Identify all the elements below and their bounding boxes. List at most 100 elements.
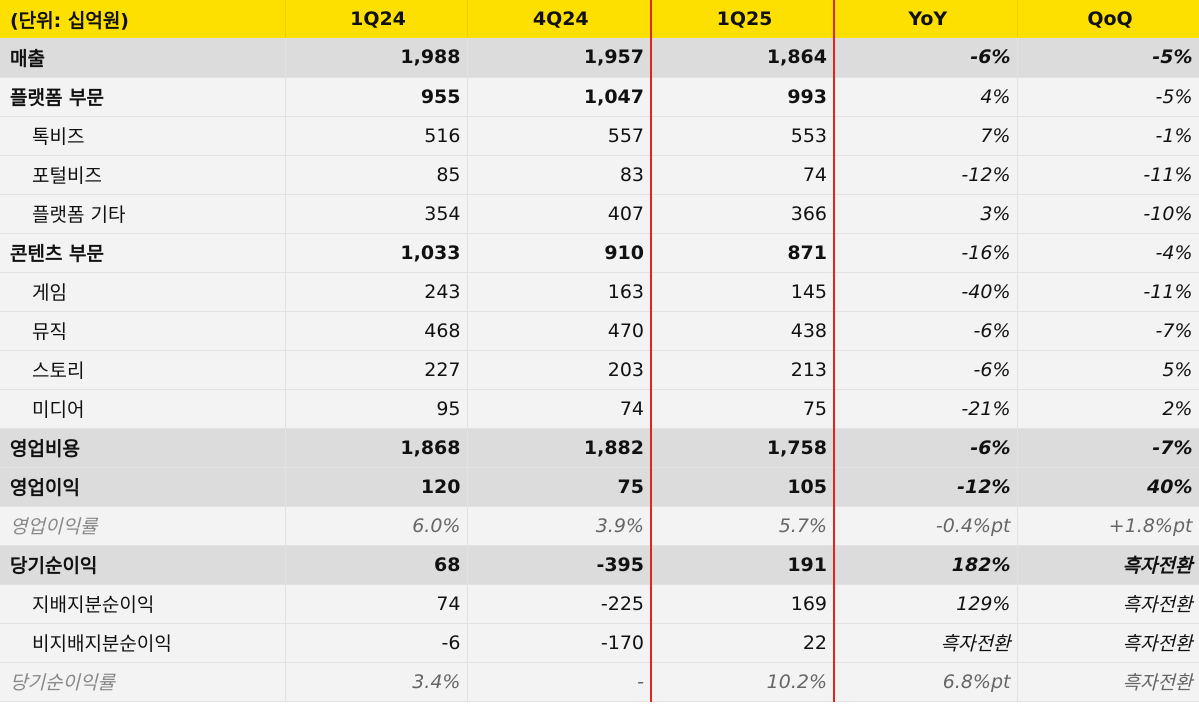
cell-yoy: 182% bbox=[833, 545, 1018, 585]
cell-1q25: 145 bbox=[650, 272, 835, 312]
cell-4q24: 557 bbox=[467, 116, 652, 156]
row-label: 스토리 bbox=[0, 350, 286, 390]
row-label: 영업비용 bbox=[0, 428, 286, 468]
table-row-controlling-net-income: 지배지분순이익 74 -225 169 129% 흑자전환 bbox=[0, 584, 1199, 624]
table-row-portalbiz: 포털비즈 85 83 74 -12% -11% bbox=[0, 155, 1199, 195]
col-header-yoy: YoY bbox=[833, 0, 1018, 38]
cell-qoq: -5% bbox=[1017, 38, 1199, 78]
cell-qoq: +1.8%pt bbox=[1017, 506, 1199, 546]
cell-1q24: 1,868 bbox=[285, 428, 468, 468]
cell-yoy: -21% bbox=[833, 389, 1018, 429]
cell-qoq: 흑자전환 bbox=[1017, 623, 1199, 663]
table-row-operating-profit: 영업이익 120 75 105 -12% 40% bbox=[0, 467, 1199, 507]
cell-1q25: 191 bbox=[650, 545, 835, 585]
cell-1q24: 3.4% bbox=[285, 662, 468, 702]
cell-4q24: 203 bbox=[467, 350, 652, 390]
cell-qoq: 흑자전환 bbox=[1017, 662, 1199, 702]
cell-1q25: 1,758 bbox=[650, 428, 835, 468]
cell-4q24: -225 bbox=[467, 584, 652, 624]
cell-1q24: -6 bbox=[285, 623, 468, 663]
row-label: 뮤직 bbox=[0, 311, 286, 351]
table-row-operating-margin: 영업이익률 6.0% 3.9% 5.7% -0.4%pt +1.8%pt bbox=[0, 506, 1199, 546]
cell-4q24: 407 bbox=[467, 194, 652, 234]
unit-label: (단위: 십억원) bbox=[0, 0, 286, 38]
cell-qoq: 흑자전환 bbox=[1017, 545, 1199, 585]
col-header-1q25: 1Q25 bbox=[650, 0, 835, 38]
row-label: 톡비즈 bbox=[0, 116, 286, 156]
cell-qoq: 2% bbox=[1017, 389, 1199, 429]
cell-yoy: -6% bbox=[833, 38, 1018, 78]
row-label: 플랫폼 부문 bbox=[0, 77, 286, 117]
cell-qoq: 5% bbox=[1017, 350, 1199, 390]
cell-1q25: 553 bbox=[650, 116, 835, 156]
header-row: (단위: 십억원) 1Q24 4Q24 1Q25 YoY QoQ bbox=[0, 0, 1199, 38]
cell-4q24: 74 bbox=[467, 389, 652, 429]
cell-4q24: 163 bbox=[467, 272, 652, 312]
row-label: 비지배지분순이익 bbox=[0, 623, 286, 663]
cell-1q25: 22 bbox=[650, 623, 835, 663]
cell-qoq: -11% bbox=[1017, 272, 1199, 312]
table-row-opex: 영업비용 1,868 1,882 1,758 -6% -7% bbox=[0, 428, 1199, 468]
table-row-noncontrolling-net-income: 비지배지분순이익 -6 -170 22 흑자전환 흑자전환 bbox=[0, 623, 1199, 663]
cell-4q24: - bbox=[467, 662, 652, 702]
cell-1q24: 1,988 bbox=[285, 38, 468, 78]
cell-4q24: 1,882 bbox=[467, 428, 652, 468]
cell-yoy: 7% bbox=[833, 116, 1018, 156]
cell-1q25: 105 bbox=[650, 467, 835, 507]
table-row-platform-etc: 플랫폼 기타 354 407 366 3% -10% bbox=[0, 194, 1199, 234]
cell-yoy: -0.4%pt bbox=[833, 506, 1018, 546]
cell-4q24: 1,957 bbox=[467, 38, 652, 78]
row-label: 당기순이익 bbox=[0, 545, 286, 585]
table-row-net-margin: 당기순이익률 3.4% - 10.2% 6.8%pt 흑자전환 bbox=[0, 662, 1199, 702]
cell-4q24: 75 bbox=[467, 467, 652, 507]
cell-1q25: 75 bbox=[650, 389, 835, 429]
cell-1q24: 243 bbox=[285, 272, 468, 312]
cell-1q25: 366 bbox=[650, 194, 835, 234]
cell-1q24: 955 bbox=[285, 77, 468, 117]
cell-1q25: 169 bbox=[650, 584, 835, 624]
table-row-revenue: 매출 1,988 1,957 1,864 -6% -5% bbox=[0, 38, 1199, 78]
cell-1q24: 74 bbox=[285, 584, 468, 624]
cell-1q25: 74 bbox=[650, 155, 835, 195]
table-row-music: 뮤직 468 470 438 -6% -7% bbox=[0, 311, 1199, 351]
table-row-content: 콘텐츠 부문 1,033 910 871 -16% -4% bbox=[0, 233, 1199, 273]
cell-qoq: -10% bbox=[1017, 194, 1199, 234]
row-label: 당기순이익률 bbox=[0, 662, 286, 702]
cell-1q24: 6.0% bbox=[285, 506, 468, 546]
row-label: 플랫폼 기타 bbox=[0, 194, 286, 234]
row-label: 게임 bbox=[0, 272, 286, 312]
row-label: 미디어 bbox=[0, 389, 286, 429]
cell-yoy: 흑자전환 bbox=[833, 623, 1018, 663]
cell-4q24: 83 bbox=[467, 155, 652, 195]
cell-4q24: -395 bbox=[467, 545, 652, 585]
cell-yoy: -6% bbox=[833, 311, 1018, 351]
row-label: 포털비즈 bbox=[0, 155, 286, 195]
cell-1q24: 468 bbox=[285, 311, 468, 351]
cell-qoq: -1% bbox=[1017, 116, 1199, 156]
col-header-qoq: QoQ bbox=[1017, 0, 1199, 38]
cell-qoq: -4% bbox=[1017, 233, 1199, 273]
row-label: 지배지분순이익 bbox=[0, 584, 286, 624]
cell-1q25: 5.7% bbox=[650, 506, 835, 546]
cell-1q24: 120 bbox=[285, 467, 468, 507]
cell-qoq: -7% bbox=[1017, 428, 1199, 468]
row-label: 콘텐츠 부문 bbox=[0, 233, 286, 273]
cell-1q25: 10.2% bbox=[650, 662, 835, 702]
cell-1q25: 1,864 bbox=[650, 38, 835, 78]
cell-yoy: -16% bbox=[833, 233, 1018, 273]
cell-1q24: 95 bbox=[285, 389, 468, 429]
cell-4q24: 1,047 bbox=[467, 77, 652, 117]
cell-yoy: 3% bbox=[833, 194, 1018, 234]
cell-4q24: -170 bbox=[467, 623, 652, 663]
table-row-game: 게임 243 163 145 -40% -11% bbox=[0, 272, 1199, 312]
cell-1q25: 993 bbox=[650, 77, 835, 117]
cell-1q24: 1,033 bbox=[285, 233, 468, 273]
cell-qoq: -11% bbox=[1017, 155, 1199, 195]
col-header-1q24: 1Q24 bbox=[285, 0, 468, 38]
row-label: 영업이익률 bbox=[0, 506, 286, 546]
cell-yoy: -6% bbox=[833, 350, 1018, 390]
cell-4q24: 910 bbox=[467, 233, 652, 273]
cell-1q25: 871 bbox=[650, 233, 835, 273]
cell-qoq: 40% bbox=[1017, 467, 1199, 507]
